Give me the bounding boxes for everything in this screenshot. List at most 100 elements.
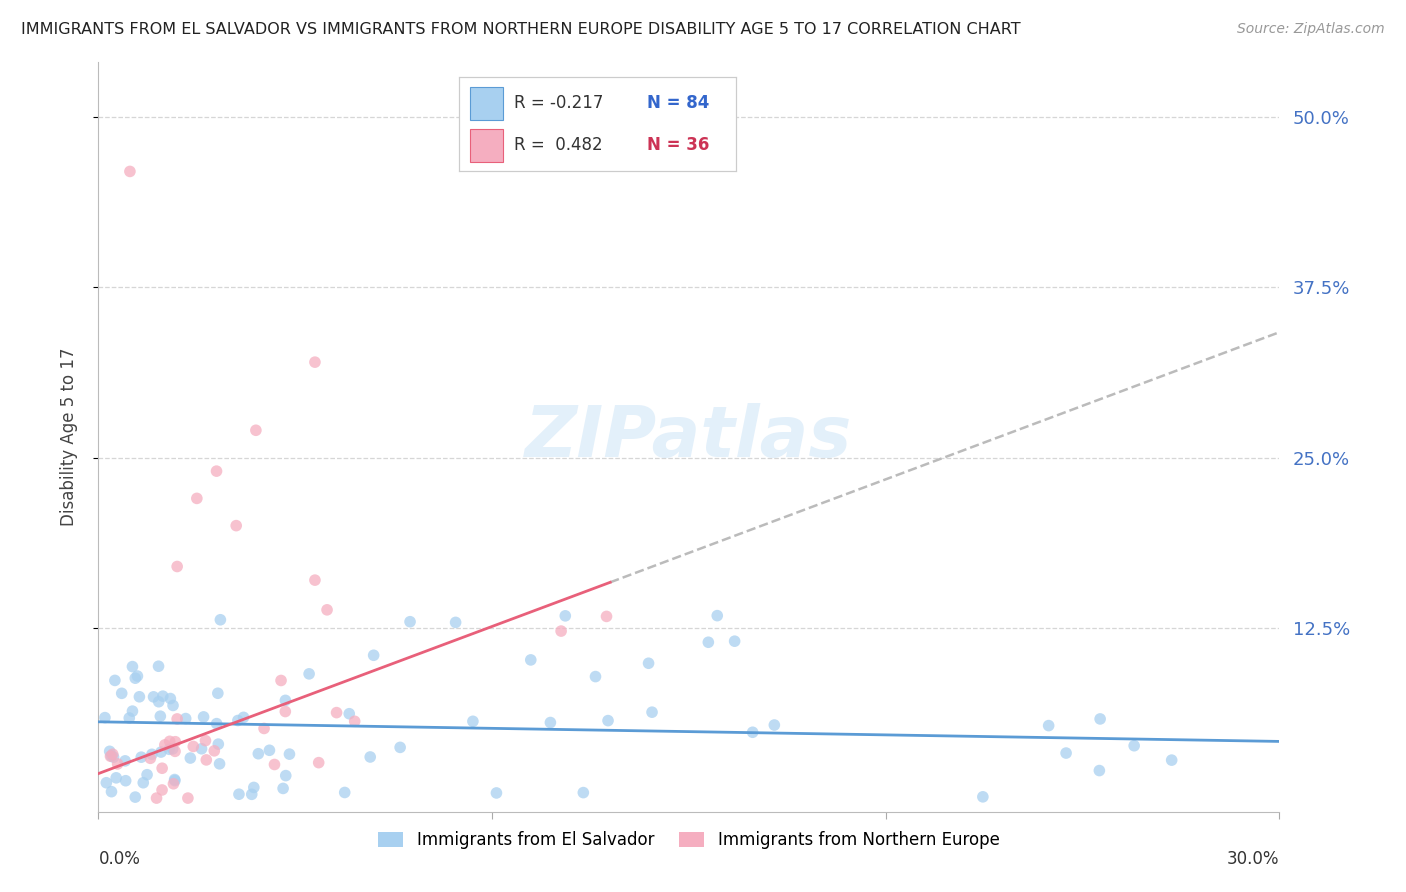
Point [107, 756, 129, 771]
Point [304, 355, 326, 369]
Point [152, 689, 174, 703]
Point [208, 756, 231, 771]
Point [166, 559, 188, 574]
Point [118, 711, 141, 725]
Point [124, 790, 146, 805]
Point [461, 714, 484, 729]
Point [207, 737, 229, 751]
Legend: Immigrants from El Salvador, Immigrants from Northern Europe: Immigrants from El Salvador, Immigrants … [371, 824, 1007, 855]
Point [325, 706, 347, 720]
Point [271, 781, 294, 796]
Point [118, 164, 141, 178]
Point [186, 491, 208, 506]
Point [245, 423, 267, 437]
Point [194, 733, 217, 747]
Point [1088, 764, 1111, 778]
Point [136, 768, 159, 782]
Point [205, 464, 228, 478]
Point [150, 745, 173, 759]
Point [142, 690, 165, 704]
Point [100, 749, 122, 764]
Point [166, 712, 188, 726]
Point [195, 753, 218, 767]
Point [202, 744, 225, 758]
Point [162, 698, 184, 713]
Point [706, 608, 728, 623]
Y-axis label: Disability Age 5 to 17: Disability Age 5 to 17 [59, 348, 77, 526]
Text: Source: ZipAtlas.com: Source: ZipAtlas.com [1237, 22, 1385, 37]
Point [444, 615, 467, 630]
Point [972, 789, 994, 804]
Point [228, 787, 250, 801]
Point [132, 775, 155, 789]
Point [163, 773, 186, 788]
Point [550, 624, 572, 638]
Point [343, 714, 366, 729]
Point [225, 518, 247, 533]
Text: 30.0%: 30.0% [1227, 850, 1279, 868]
Point [100, 748, 122, 763]
Point [159, 734, 181, 748]
Point [94, 711, 117, 725]
Point [114, 773, 136, 788]
Point [181, 739, 204, 754]
Point [165, 735, 187, 749]
Point [270, 673, 292, 688]
Point [641, 705, 664, 719]
Point [333, 785, 356, 799]
Point [101, 747, 124, 762]
Point [485, 786, 508, 800]
Point [149, 709, 172, 723]
Text: 0.0%: 0.0% [98, 850, 141, 868]
Point [1123, 739, 1146, 753]
Point [316, 603, 339, 617]
Point [174, 712, 197, 726]
Point [389, 740, 412, 755]
Point [263, 757, 285, 772]
Point [121, 704, 143, 718]
Point [763, 718, 786, 732]
Point [179, 751, 201, 765]
Point [205, 716, 228, 731]
Point [304, 573, 326, 587]
Point [98, 744, 121, 758]
Point [399, 615, 422, 629]
Point [96, 776, 118, 790]
Point [259, 743, 281, 757]
Point [274, 705, 297, 719]
Point [104, 673, 127, 688]
Point [129, 750, 152, 764]
Point [141, 747, 163, 762]
Point [232, 710, 254, 724]
Point [741, 725, 763, 739]
Point [298, 666, 321, 681]
Point [162, 777, 184, 791]
Point [363, 648, 385, 663]
Point [253, 722, 276, 736]
Point [585, 669, 607, 683]
Point [150, 761, 173, 775]
Point [207, 686, 229, 700]
Point [139, 751, 162, 765]
Point [1088, 712, 1111, 726]
Point [209, 613, 232, 627]
Point [145, 791, 167, 805]
Point [554, 608, 576, 623]
Point [162, 742, 184, 756]
Point [359, 750, 381, 764]
Point [595, 609, 617, 624]
Point [148, 659, 170, 673]
Point [274, 693, 297, 707]
Point [240, 787, 263, 801]
Point [226, 714, 249, 728]
Point [177, 791, 200, 805]
Point [163, 744, 186, 758]
Point [274, 769, 297, 783]
Point [308, 756, 330, 770]
Point [247, 747, 270, 761]
Point [100, 785, 122, 799]
Point [520, 653, 543, 667]
Point [723, 634, 745, 648]
Point [124, 671, 146, 685]
Point [278, 747, 301, 761]
